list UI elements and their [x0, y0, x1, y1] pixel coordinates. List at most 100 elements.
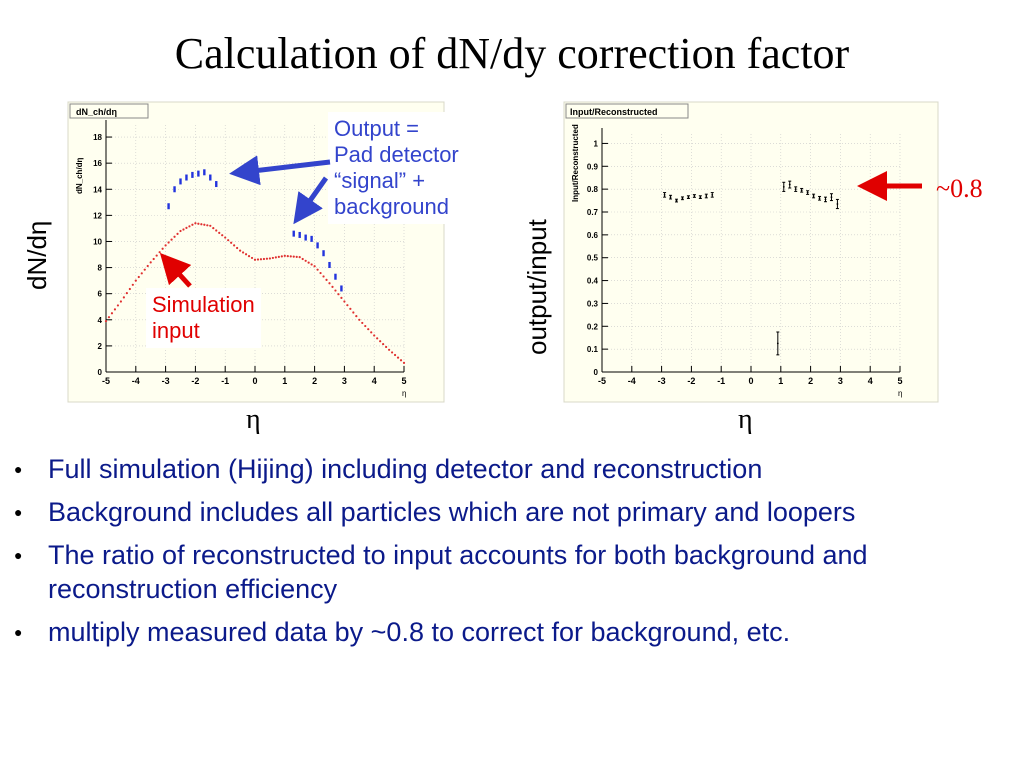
data-point	[298, 231, 301, 238]
data-point	[244, 253, 248, 256]
data-point	[349, 307, 352, 310]
data-point	[256, 258, 260, 261]
data-point	[322, 250, 325, 257]
data-point	[218, 231, 221, 234]
x-tick-label: -3	[162, 376, 170, 386]
data-point	[215, 181, 218, 188]
y-tick-label: 0.3	[587, 299, 599, 308]
data-point	[173, 235, 176, 238]
x-tick-label: 3	[342, 376, 347, 386]
data-point	[334, 289, 337, 292]
simulation-callout-line: Simulation	[152, 292, 255, 317]
data-point	[131, 283, 134, 286]
data-point	[125, 292, 128, 295]
data-point	[788, 183, 791, 186]
data-point	[328, 261, 331, 268]
x-tick-label: -1	[717, 376, 725, 386]
data-point	[346, 304, 349, 307]
y-tick-label: 10	[93, 237, 102, 246]
x-tick-label: 0	[252, 376, 257, 386]
data-point	[319, 271, 322, 275]
x-tick-label: -5	[102, 376, 110, 386]
data-point	[182, 228, 185, 231]
data-point	[197, 222, 200, 225]
data-point	[149, 261, 152, 264]
output-callout-line: background	[334, 194, 449, 219]
y-tick-label: 0.6	[587, 231, 599, 240]
data-point	[158, 251, 161, 254]
data-point	[194, 222, 197, 225]
data-point	[402, 361, 406, 364]
data-point	[830, 196, 833, 199]
data-point	[164, 244, 167, 247]
x-tick-label: -4	[132, 376, 140, 386]
data-point	[191, 223, 194, 226]
simulation-callout-line: input	[152, 318, 200, 343]
data-point	[271, 256, 274, 260]
y-tick-label: 0.9	[587, 162, 599, 171]
bullet-text: multiply measured data by ~0.8 to correc…	[48, 617, 791, 647]
data-point	[143, 268, 146, 271]
approx-08-label: ~0.8	[936, 174, 983, 203]
data-point	[209, 174, 212, 181]
data-point	[107, 316, 111, 319]
data-point	[301, 257, 304, 261]
data-point	[310, 263, 313, 266]
data-point	[161, 247, 164, 250]
data-point	[800, 189, 803, 192]
data-point	[253, 258, 257, 261]
data-point	[705, 195, 708, 197]
data-point	[358, 318, 361, 321]
data-point	[262, 257, 266, 261]
data-point	[221, 234, 224, 237]
bullet-item: ● Full simulation (Hijing) including dete…	[14, 452, 1004, 486]
data-point	[236, 246, 239, 250]
data-point	[104, 319, 108, 323]
simulation-callout: Simulation input	[146, 288, 261, 348]
x-tick-label: 1	[778, 376, 783, 386]
data-point	[173, 186, 176, 193]
data-point	[669, 196, 672, 199]
data-point	[134, 279, 137, 282]
data-point	[277, 255, 280, 258]
slide-title: Calculation of dN/dy correction factor	[174, 29, 850, 78]
left-plot-side-label: dN/dη	[22, 220, 52, 290]
data-point	[388, 348, 391, 351]
data-point	[352, 311, 355, 314]
x-tick-label: -5	[598, 376, 606, 386]
data-point	[292, 230, 295, 237]
y-axis-label: dN_ch/dη	[75, 157, 84, 194]
data-point	[334, 273, 337, 280]
data-point	[316, 242, 319, 249]
data-point	[274, 256, 277, 259]
data-point	[776, 342, 779, 345]
data-point	[295, 255, 298, 258]
bullet-list: ● Full simulation (Hijing) including dete…	[14, 452, 1004, 658]
x-tick-label: -2	[687, 376, 695, 386]
x-tick-label: 5	[401, 376, 406, 386]
data-point	[355, 315, 358, 318]
data-point	[304, 234, 307, 241]
data-point	[140, 272, 143, 275]
data-point	[289, 255, 292, 258]
data-point	[304, 259, 307, 262]
data-point	[794, 188, 797, 191]
y-tick-label: 0.7	[587, 208, 599, 217]
right-plot-side-label: output/input	[522, 219, 552, 355]
data-point	[337, 293, 340, 296]
data-point	[711, 193, 714, 196]
x-tick-label: 2	[312, 376, 317, 386]
data-point	[230, 241, 233, 244]
bullet-item: ● multiply measured data by ~0.8 to corre…	[14, 615, 1004, 649]
bullet-text: The ratio of reconstructed to input acco…	[48, 540, 868, 604]
data-point	[179, 229, 182, 233]
x-tick-label: 5	[897, 376, 902, 386]
x-axis-label: η	[402, 389, 406, 398]
data-point	[699, 196, 702, 199]
data-point	[185, 226, 188, 229]
data-point	[382, 342, 385, 346]
data-point	[250, 256, 254, 260]
data-point	[812, 195, 815, 197]
data-point	[292, 255, 295, 258]
data-point	[396, 356, 400, 359]
